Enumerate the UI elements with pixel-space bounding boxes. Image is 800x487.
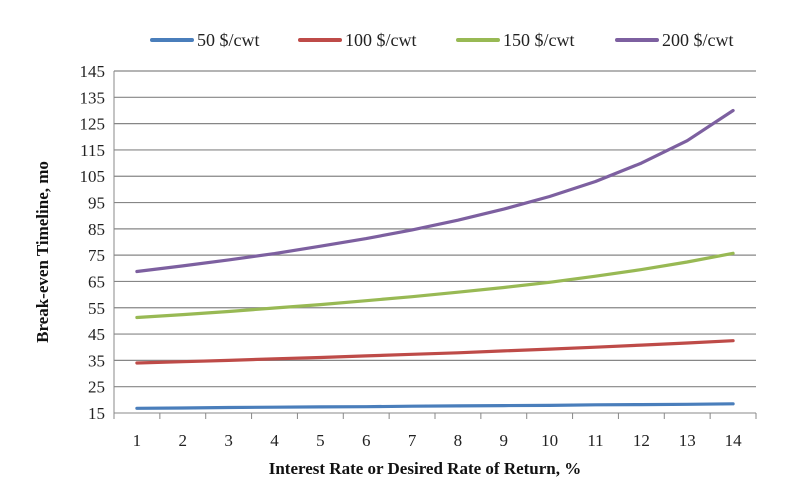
y-tick-label: 55 <box>88 299 105 318</box>
axes <box>113 71 757 419</box>
y-tick-label: 15 <box>88 404 105 423</box>
y-tick-label: 135 <box>80 88 106 107</box>
legend-label: 100 $/cwt <box>345 30 417 50</box>
y-tick-label: 125 <box>80 115 106 134</box>
x-tick-label: 2 <box>179 431 188 450</box>
legend-item: 200 $/cwt <box>615 30 734 50</box>
y-axis-title: Break-even Timeline, mo <box>33 161 52 343</box>
y-tick-label: 95 <box>88 194 105 213</box>
y-tick-label: 45 <box>88 325 105 344</box>
legend-label: 150 $/cwt <box>503 30 575 50</box>
legend-label: 50 $/cwt <box>197 30 260 50</box>
y-tick-label: 105 <box>80 167 106 186</box>
x-tick-label: 7 <box>408 431 417 450</box>
x-tick-label: 14 <box>725 431 743 450</box>
y-tick-label: 35 <box>88 351 105 370</box>
x-tick-label: 5 <box>316 431 325 450</box>
legend-item: 50 $/cwt <box>150 30 260 50</box>
x-tick-label: 8 <box>454 431 463 450</box>
legend-item: 100 $/cwt <box>298 30 417 50</box>
y-tick-label: 25 <box>88 378 105 397</box>
x-tick-label: 3 <box>224 431 233 450</box>
x-tick-label: 10 <box>541 431 558 450</box>
x-tick-labels: 1 2 3 4 5 6 7 8 9 10 11 12 13 14 <box>133 431 742 450</box>
series-line-200 <box>135 108 735 274</box>
y-tick-label: 145 <box>80 62 106 81</box>
x-tick-label: 6 <box>362 431 371 450</box>
y-tick-label: 65 <box>88 272 105 291</box>
x-axis-title: Interest Rate or Desired Rate of Return,… <box>269 459 582 478</box>
series-line-100 <box>135 339 735 365</box>
x-tick-label: 1 <box>133 431 142 450</box>
legend-item: 150 $/cwt <box>456 30 575 50</box>
x-tick-label: 4 <box>270 431 279 450</box>
gridlines <box>114 70 756 388</box>
y-tick-labels: 15 25 35 45 55 65 75 85 95 105 115 125 135 145 <box>80 62 106 423</box>
legend: 50 $/cwt 100 $/cwt 150 $/cwt 200 $/cwt <box>150 30 734 50</box>
legend-label: 200 $/cwt <box>662 30 734 50</box>
y-tick-label: 85 <box>88 220 105 239</box>
x-tick-label: 12 <box>633 431 650 450</box>
x-tick-label: 9 <box>500 431 509 450</box>
series-lines <box>135 108 735 410</box>
series-line-50 <box>135 402 735 410</box>
x-tick-label: 11 <box>587 431 603 450</box>
x-tick-label: 13 <box>679 431 696 450</box>
y-tick-label: 115 <box>80 141 105 160</box>
y-tick-label: 75 <box>88 246 105 265</box>
series-line-150 <box>135 251 735 320</box>
